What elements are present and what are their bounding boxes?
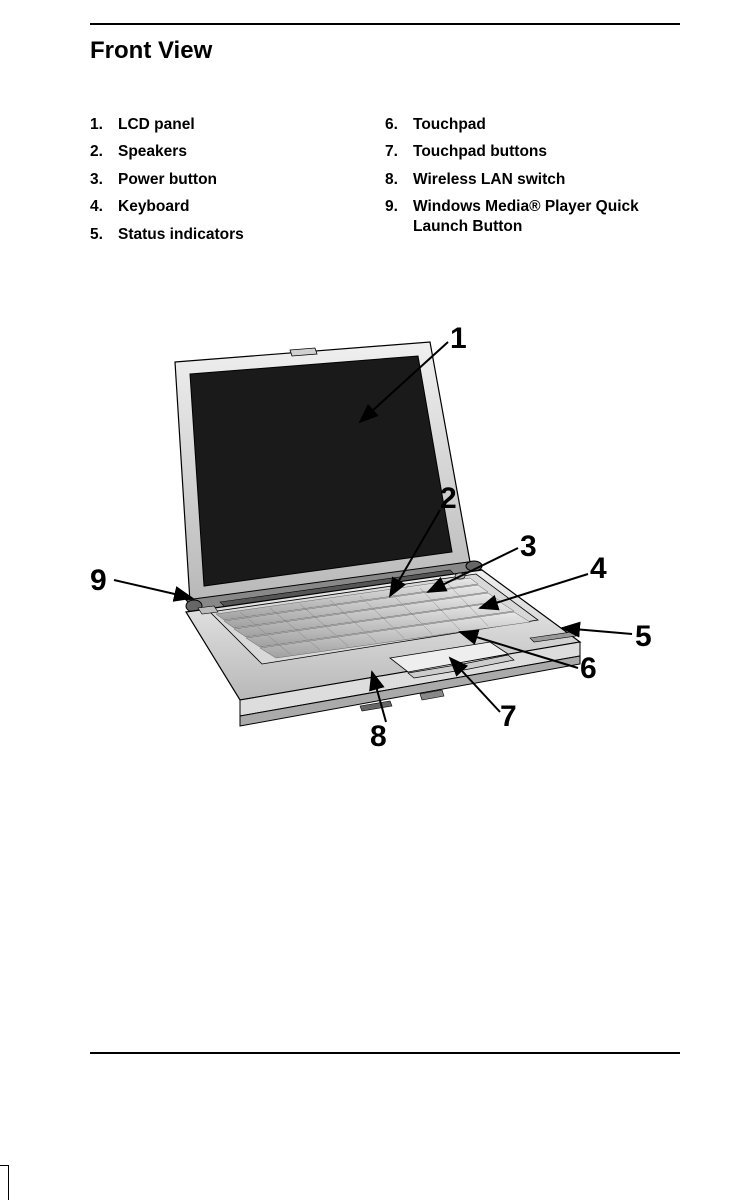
legend-item: 5.Status indicators	[90, 225, 385, 244]
callout-number: 8	[370, 720, 387, 754]
legend: 1.LCD panel 2.Speakers 3.Power button 4.…	[90, 115, 680, 252]
legend-right-column: 6.Touchpad 7.Touchpad buttons 8.Wireless…	[385, 115, 680, 252]
legend-left-column: 1.LCD panel 2.Speakers 3.Power button 4.…	[90, 115, 385, 252]
legend-item: 7.Touchpad buttons	[385, 142, 680, 161]
legend-item: 9.Windows Media® Player Quick Launch But…	[385, 197, 680, 236]
laptop-svg	[90, 312, 680, 872]
callout-number: 4	[590, 552, 607, 586]
laptop-diagram: 1 2 3 45 6 7 8 9	[90, 312, 680, 872]
callout-number: 3	[520, 530, 537, 564]
legend-item: 2.Speakers	[90, 142, 385, 161]
legend-item: 4.Keyboard	[90, 197, 385, 216]
legend-item: 8.Wireless LAN switch	[385, 170, 680, 189]
laptop-lid	[175, 342, 470, 602]
callout-number: 1	[450, 322, 467, 356]
header-rule	[90, 23, 680, 25]
callout-number: 6	[580, 652, 597, 686]
legend-item: 6.Touchpad	[385, 115, 680, 134]
footer-rule	[90, 1052, 680, 1054]
legend-item: 1.LCD panel	[90, 115, 385, 134]
callout-number: 5	[635, 620, 652, 654]
page-title: Front View	[90, 37, 680, 65]
legend-item: 3.Power button	[90, 170, 385, 189]
callout-number: 9	[90, 564, 107, 598]
callout-number: 2	[440, 482, 457, 516]
page-corner-mark	[0, 1165, 9, 1200]
callout-arrow	[114, 580, 192, 598]
callout-number: 7	[500, 700, 517, 734]
